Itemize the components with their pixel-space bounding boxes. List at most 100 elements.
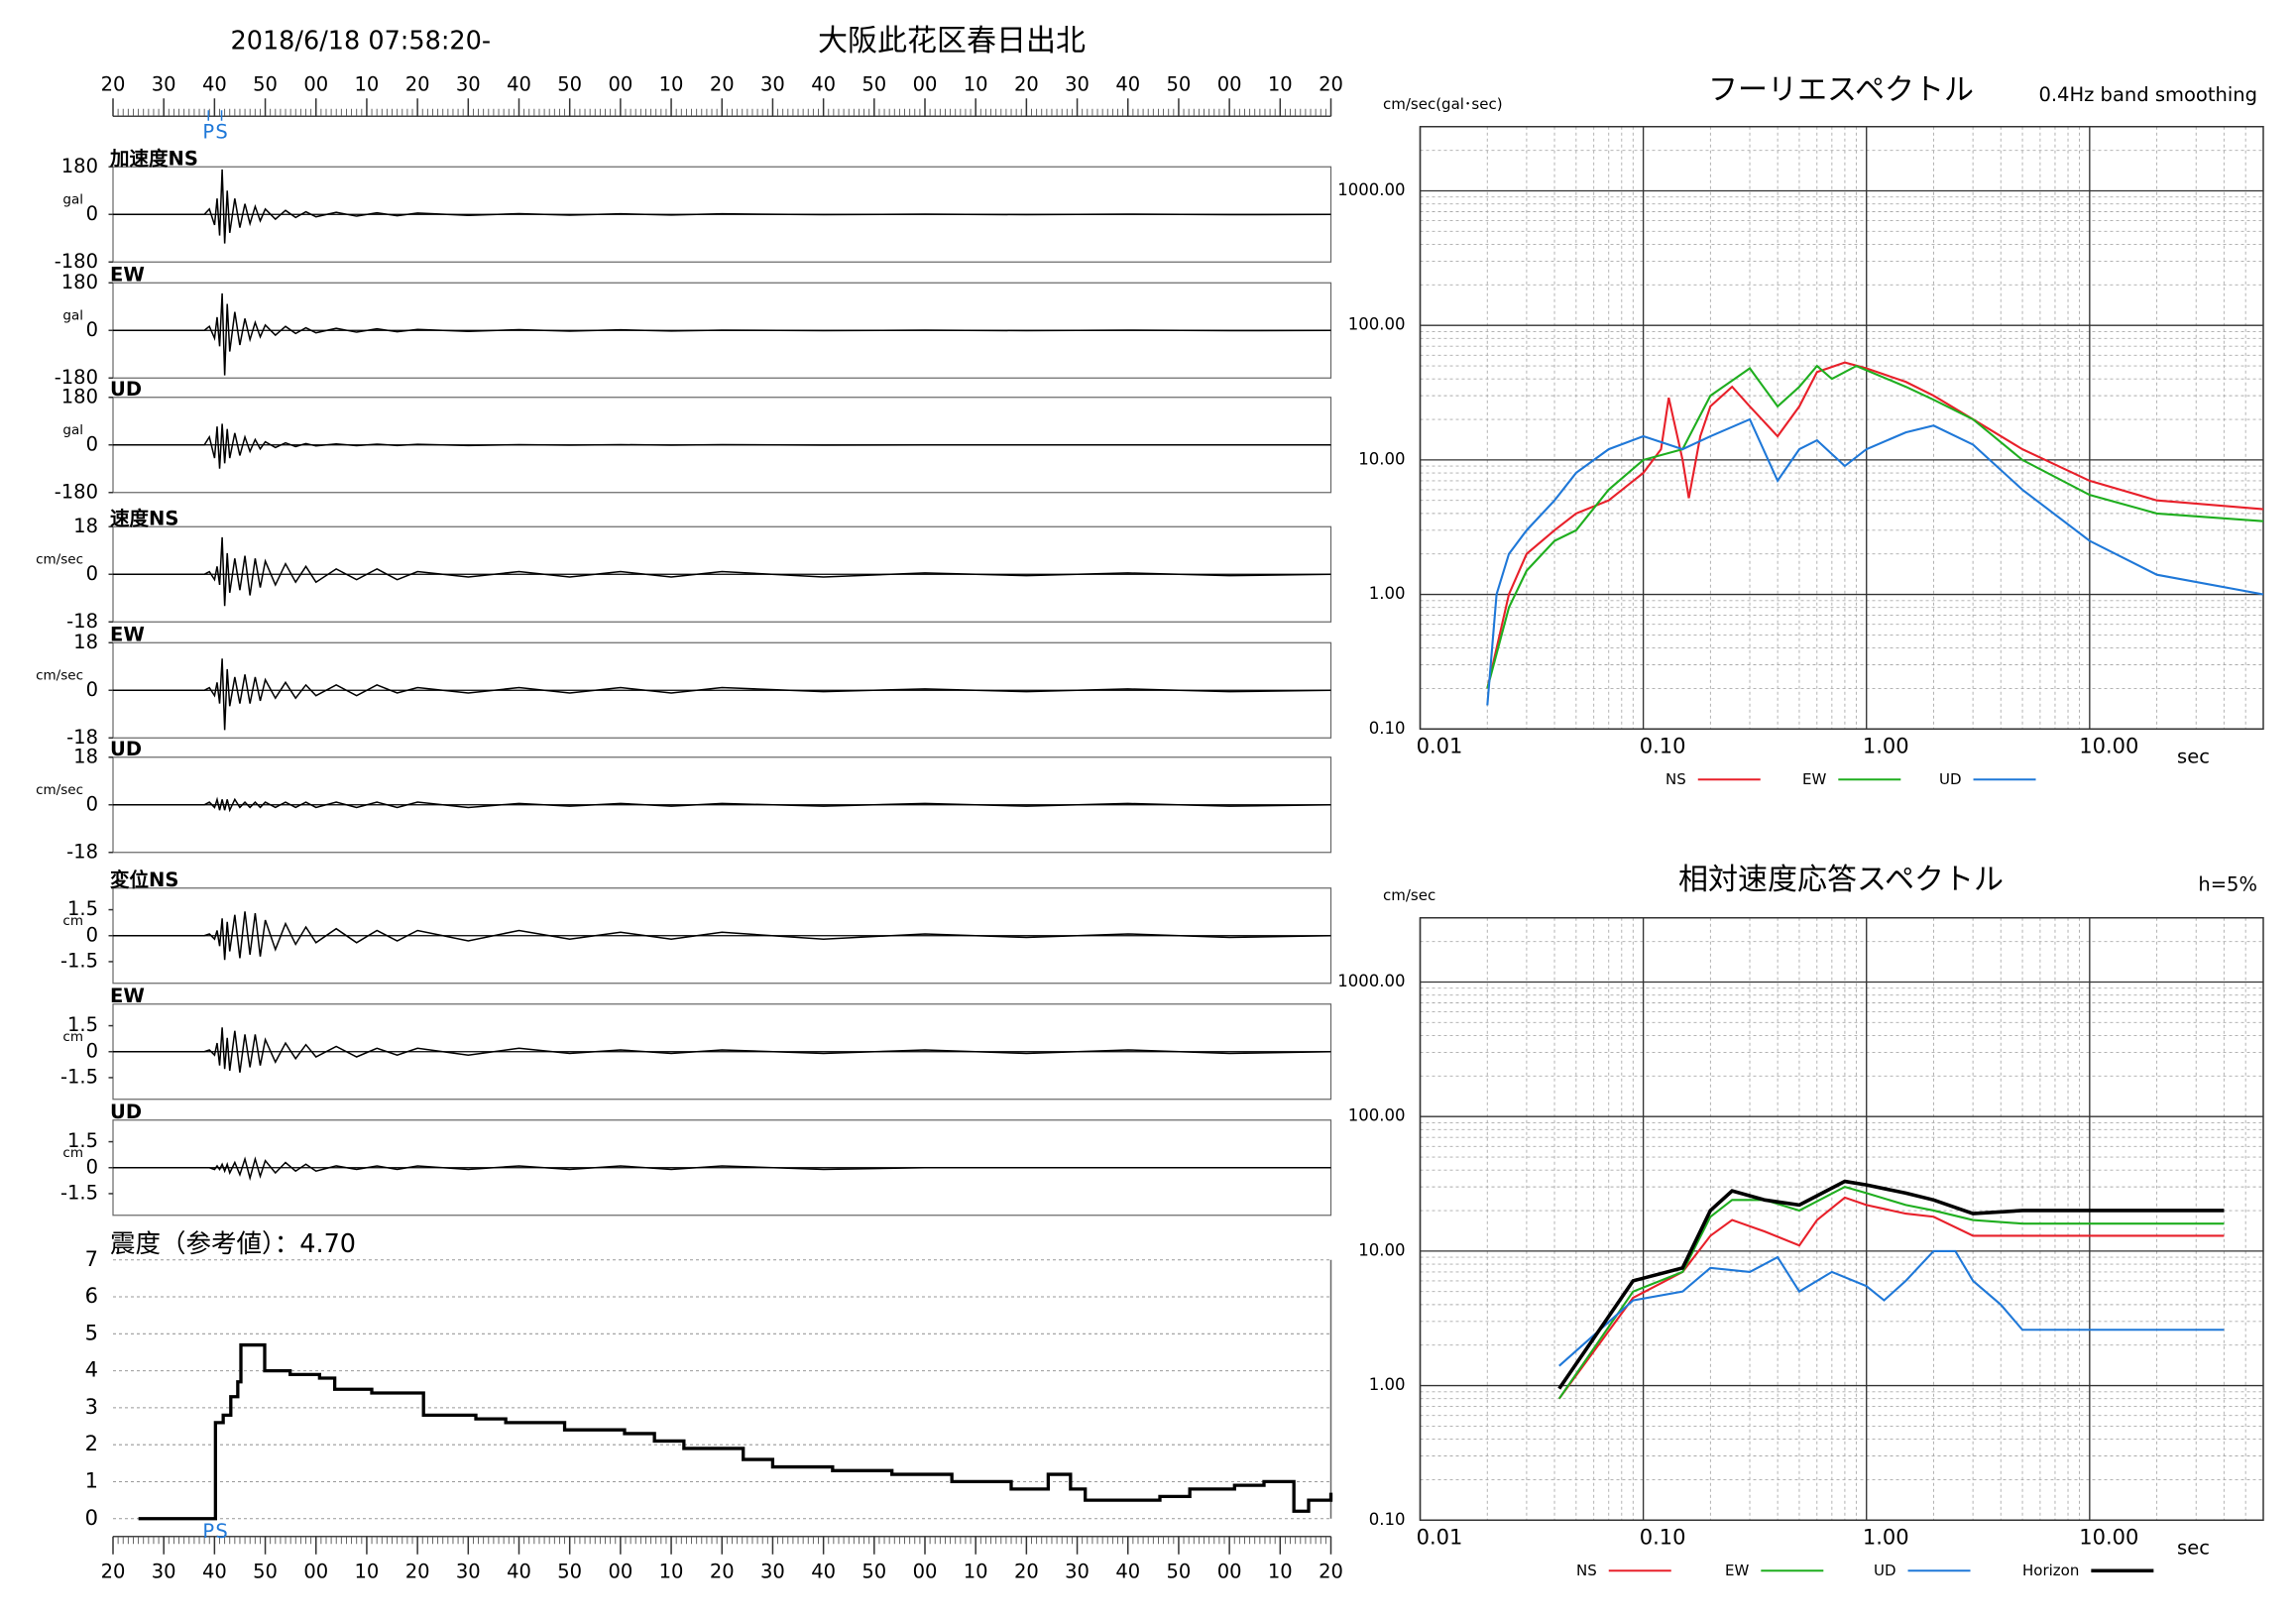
y-tick-label: 4 bbox=[85, 1358, 98, 1382]
legend-label: EW bbox=[1725, 1562, 1749, 1579]
y-tick-label: 0 bbox=[86, 678, 98, 701]
y-tick-label: 18 bbox=[73, 745, 98, 767]
x-tick-label: 30 bbox=[1065, 1560, 1090, 1582]
x-tick-label: 40 bbox=[811, 72, 836, 95]
y-tick-label: -180 bbox=[55, 250, 98, 273]
x-tick-label: 30 bbox=[760, 72, 785, 95]
chart-subtitle: 0.4Hz band smoothing bbox=[2038, 83, 2257, 106]
panel-label: UD bbox=[110, 738, 142, 760]
y-tick-label: 0.10 bbox=[1369, 1510, 1406, 1529]
y-tick-label: 100.00 bbox=[1348, 315, 1406, 334]
y-tick-label: -1.5 bbox=[60, 1181, 98, 1204]
y-tick-label: -18 bbox=[66, 726, 98, 749]
waveform bbox=[113, 796, 1331, 813]
x-tick-label: 10 bbox=[964, 1560, 988, 1582]
y-tick-label: 1.5 bbox=[67, 1129, 98, 1152]
waveform bbox=[113, 423, 1331, 469]
x-tick-label: 20 bbox=[405, 72, 430, 95]
x-tick-label: 00 bbox=[913, 72, 938, 95]
y-tick-label: 180 bbox=[61, 385, 98, 407]
x-tick-label: 0.10 bbox=[1640, 734, 1686, 757]
unit-label: cm/sec bbox=[36, 551, 83, 567]
legend-label: UD bbox=[1939, 770, 1962, 788]
y-tick-label: 7 bbox=[85, 1247, 98, 1271]
y-tick-label: 18 bbox=[73, 631, 98, 653]
y-tick-label: -18 bbox=[66, 840, 98, 863]
phase-label: P bbox=[202, 1520, 214, 1543]
waveform bbox=[113, 911, 1331, 961]
panel-label: 変位NS bbox=[110, 869, 178, 891]
x-tick-label: 50 bbox=[253, 1560, 278, 1582]
x-tick-label: 50 bbox=[1167, 1560, 1192, 1582]
x-tick-label: 10 bbox=[1268, 1560, 1293, 1582]
x-tick-label: 20 bbox=[710, 1560, 735, 1582]
x-axis-label: sec bbox=[2177, 745, 2210, 767]
x-tick-label: 10.00 bbox=[2079, 1525, 2138, 1549]
x-tick-label: 50 bbox=[253, 72, 278, 95]
spectrum-line bbox=[1486, 361, 2264, 689]
panel-label: EW bbox=[110, 623, 145, 645]
unit-label: cm/sec bbox=[36, 667, 83, 683]
y-tick-label: 0 bbox=[86, 792, 98, 815]
y-tick-label: 1 bbox=[85, 1468, 98, 1492]
spectrum-line bbox=[1557, 1196, 2225, 1400]
y-tick-label: 18 bbox=[73, 515, 98, 537]
x-tick-label: 20 bbox=[1014, 1560, 1039, 1582]
unit-label: cm bbox=[62, 1145, 83, 1161]
waveform bbox=[113, 536, 1331, 607]
subtitle: 2018/6/18 07:58:20- bbox=[231, 26, 492, 56]
y-tick-label: 0 bbox=[86, 1155, 98, 1178]
legend-label: UD bbox=[1874, 1562, 1896, 1579]
x-tick-label: 00 bbox=[303, 1560, 328, 1582]
legend-label: NS bbox=[1576, 1562, 1597, 1579]
x-tick-label: 0.01 bbox=[1417, 1525, 1463, 1549]
x-tick-label: 30 bbox=[1065, 72, 1090, 95]
x-tick-label: 20 bbox=[1319, 72, 1343, 95]
y-tick-label: 0 bbox=[86, 923, 98, 946]
x-tick-label: 50 bbox=[861, 1560, 886, 1582]
x-tick-label: 10.00 bbox=[2079, 734, 2138, 757]
phase-label: S bbox=[215, 1520, 227, 1543]
y-tick-label: -180 bbox=[55, 480, 98, 503]
unit-label: cm bbox=[62, 913, 83, 929]
y-tick-label: 180 bbox=[61, 155, 98, 177]
x-tick-label: 10 bbox=[659, 72, 684, 95]
y-tick-label: 0 bbox=[85, 1506, 98, 1530]
x-tick-label: 00 bbox=[608, 72, 632, 95]
unit-label: gal bbox=[62, 422, 83, 438]
y-axis-label: cm/sec(gal･sec) bbox=[1383, 95, 1503, 113]
x-tick-label: 40 bbox=[202, 72, 227, 95]
y-tick-label: 1000.00 bbox=[1337, 180, 1405, 199]
x-tick-label: 20 bbox=[101, 72, 126, 95]
panel-label: 加速度NS bbox=[109, 147, 198, 170]
chart-title: 震度（参考値）：4.70 bbox=[110, 1229, 356, 1259]
spectrum-line bbox=[1558, 1249, 2225, 1367]
x-tick-label: 00 bbox=[1217, 1560, 1242, 1582]
x-tick-label: 30 bbox=[456, 72, 481, 95]
y-tick-label: 0 bbox=[86, 318, 98, 341]
plot-frame bbox=[1419, 125, 2264, 730]
x-tick-label: 30 bbox=[152, 72, 176, 95]
x-tick-label: 0.01 bbox=[1417, 734, 1463, 757]
x-tick-label: 00 bbox=[303, 72, 328, 95]
x-tick-label: 10 bbox=[1268, 72, 1293, 95]
y-tick-label: 1000.00 bbox=[1337, 972, 1405, 990]
x-tick-label: 40 bbox=[202, 1560, 227, 1582]
panel-label: EW bbox=[110, 985, 145, 1007]
intensity-line bbox=[138, 1342, 1333, 1521]
y-tick-label: 2 bbox=[85, 1432, 98, 1455]
x-tick-label: 10 bbox=[355, 72, 380, 95]
waveform bbox=[113, 1156, 1331, 1182]
legend-label: EW bbox=[1802, 770, 1826, 788]
x-axis-label: sec bbox=[2177, 1536, 2210, 1559]
x-tick-label: 20 bbox=[405, 1560, 430, 1582]
y-tick-label: 1.5 bbox=[67, 1013, 98, 1036]
panel-label: UD bbox=[110, 378, 142, 401]
x-tick-label: 40 bbox=[1115, 1560, 1140, 1582]
y-tick-label: 6 bbox=[85, 1284, 98, 1308]
unit-label: cm/sec bbox=[36, 782, 83, 798]
x-tick-label: 20 bbox=[710, 72, 735, 95]
x-tick-label: 30 bbox=[456, 1560, 481, 1582]
